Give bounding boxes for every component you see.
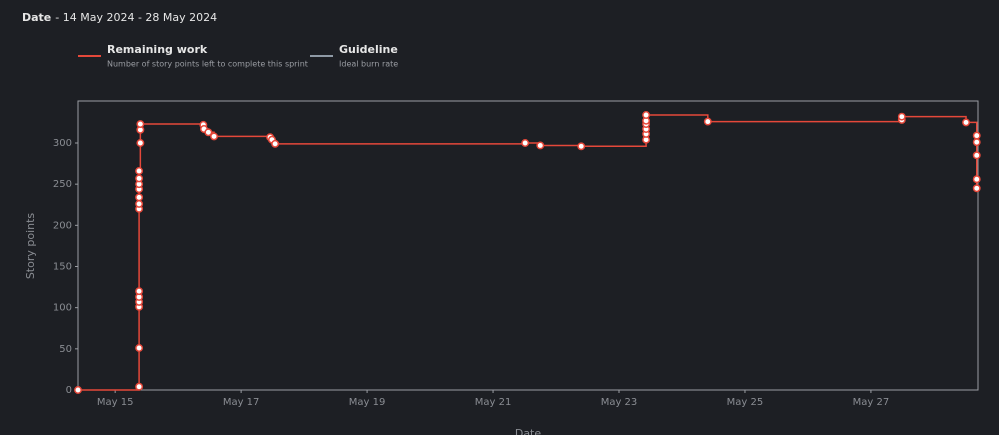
x-tick-label: May 17 [223, 397, 260, 408]
data-point [135, 287, 144, 296]
plot-frame [77, 100, 979, 391]
y-tick-label: 0 [66, 385, 72, 396]
data-point [972, 175, 981, 184]
x-tick-label: May 21 [475, 397, 512, 408]
data-point [135, 344, 144, 352]
data-point [136, 139, 145, 147]
x-tick-label: May 25 [727, 397, 764, 408]
header-range: - 14 May 2024 - 28 May 2024 [55, 11, 217, 24]
data-point [897, 112, 906, 121]
data-point [642, 111, 651, 119]
data-point [136, 120, 145, 129]
data-point [972, 151, 981, 160]
y-tick-label: 300 [53, 138, 72, 149]
legend-description: Number of story points left to complete … [107, 60, 308, 69]
x-axis-label: Date [515, 427, 542, 435]
data-point [74, 386, 82, 394]
y-tick-label: 200 [53, 220, 72, 231]
data-point [135, 382, 144, 391]
x-tick-label: May 15 [97, 397, 134, 408]
data-point [135, 193, 144, 202]
x-tick-label: May 19 [349, 397, 386, 408]
y-axis-label: Story points [24, 213, 37, 280]
data-point [972, 138, 981, 147]
y-tick-label: 150 [53, 261, 72, 272]
header: Date - 14 May 2024 - 28 May 2024 [22, 11, 217, 24]
y-tick-label: 100 [53, 303, 72, 314]
data-point [962, 118, 970, 127]
step-segment [275, 142, 526, 145]
legend-name: Remaining work [107, 43, 208, 56]
y-tick-label: 50 [59, 344, 72, 355]
header-title: Date [22, 11, 51, 24]
step-segment [140, 123, 205, 125]
data-point [521, 139, 530, 147]
x-tick-label: May 27 [853, 397, 890, 408]
x-tick-label: May 23 [601, 397, 638, 408]
legend-name: Guideline [339, 43, 398, 56]
data-point [972, 131, 981, 140]
data-point [271, 139, 280, 148]
data-point [972, 184, 981, 193]
step-segment [214, 135, 271, 138]
data-point [135, 174, 144, 183]
data-point [204, 128, 213, 137]
data-point [135, 167, 144, 175]
data-point [135, 199, 144, 208]
step-segment [540, 144, 582, 147]
data-point [577, 142, 586, 151]
data-point [536, 141, 545, 150]
y-tick-label: 250 [53, 179, 72, 190]
legend-description: Ideal burn rate [339, 60, 398, 69]
data-point [703, 117, 712, 126]
data-point [210, 132, 218, 141]
